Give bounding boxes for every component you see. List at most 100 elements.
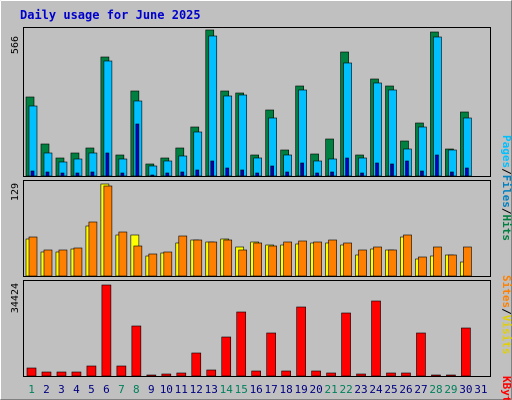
legend-hits: Hits (500, 215, 512, 242)
bar-sites-day-26 (403, 234, 412, 277)
bar-pages-day-27 (420, 170, 424, 177)
bar-kbytes-day-2 (41, 371, 52, 377)
bar-kbytes-day-16 (251, 370, 261, 377)
day-label-11: 11 (175, 383, 188, 396)
legend-separator-3: / (500, 308, 512, 315)
bar-kbytes-day-19 (296, 306, 306, 377)
bar-sites-day-16 (253, 242, 262, 277)
bar-sites-day-9 (148, 253, 158, 277)
bar-sites-day-14 (223, 239, 233, 277)
bar-sites-day-23 (358, 249, 367, 277)
max-label-visits: 129 (10, 183, 21, 201)
legend-separator-2: / (500, 208, 512, 215)
bar-pages-day-9 (150, 174, 155, 177)
day-label-10: 10 (160, 383, 173, 396)
bar-sites-day-13 (208, 241, 218, 277)
bar-kbytes-day-6 (101, 284, 112, 377)
bar-kbytes-day-27 (416, 332, 426, 377)
day-label-13: 13 (205, 383, 218, 396)
bar-pages-day-11 (180, 171, 185, 177)
bar-kbytes-day-29 (446, 374, 456, 377)
bar-sites-day-6 (103, 185, 113, 277)
day-label-28: 28 (429, 383, 442, 396)
day-label-18: 18 (280, 383, 293, 396)
day-label-9: 9 (148, 383, 155, 396)
bar-sites-day-18 (283, 241, 292, 277)
legend-pages: Pages (500, 135, 512, 168)
max-label-kbytes: 34424 (10, 283, 21, 313)
legend-visits: Visits (500, 315, 512, 355)
bar-files-day-1 (28, 105, 38, 177)
day-label-24: 24 (369, 383, 383, 396)
bar-pages-day-23 (360, 172, 364, 177)
bar-kbytes-day-7 (116, 365, 127, 377)
bar-files-day-12 (193, 131, 203, 177)
bar-pages-day-10 (165, 172, 170, 177)
legend-files: Files (500, 175, 512, 208)
chart-title: Daily usage for June 2025 (20, 8, 201, 22)
bar-kbytes-day-13 (206, 369, 217, 377)
bar-pages-day-18 (285, 171, 289, 177)
day-label-12: 12 (190, 383, 203, 396)
bar-kbytes-day-21 (326, 372, 336, 377)
bar-pages-day-28 (435, 154, 439, 177)
day-label-21: 21 (324, 383, 337, 396)
day-label-1: 1 (28, 383, 35, 396)
bar-sites-day-28 (433, 246, 442, 277)
bar-pages-day-14 (225, 167, 230, 177)
bar-files-day-14 (223, 95, 233, 177)
bar-pages-day-5 (90, 171, 95, 177)
bar-files-day-25 (388, 89, 397, 177)
day-label-27: 27 (414, 383, 427, 396)
bar-pages-day-6 (105, 152, 110, 177)
bar-files-day-30 (463, 117, 472, 177)
bar-kbytes-day-20 (311, 370, 321, 377)
day-label-17: 17 (265, 383, 278, 396)
panel-box-kbytes (23, 280, 491, 377)
day-label-20: 20 (309, 383, 322, 396)
day-label-8: 8 (133, 383, 140, 396)
bar-pages-day-21 (330, 171, 334, 177)
bar-pages-day-29 (450, 171, 454, 177)
bar-pages-day-17 (270, 165, 274, 177)
day-label-29: 29 (444, 383, 457, 396)
day-label-4: 4 (73, 383, 80, 396)
bar-sites-day-4 (73, 247, 83, 277)
bar-pages-day-20 (315, 172, 319, 177)
day-label-19: 19 (295, 383, 308, 396)
bar-pages-day-8 (135, 123, 140, 177)
bar-sites-day-22 (343, 242, 352, 277)
legend-sites: Sites (500, 275, 512, 308)
day-label-31: 31 (474, 383, 487, 396)
day-label-7: 7 (118, 383, 125, 396)
bar-sites-day-5 (88, 221, 98, 277)
day-label-22: 22 (339, 383, 352, 396)
bar-sites-day-2 (43, 249, 53, 277)
bar-kbytes-day-17 (266, 332, 276, 377)
bar-files-day-27 (418, 126, 427, 177)
day-label-15: 15 (235, 383, 248, 396)
bar-pages-day-12 (195, 169, 200, 177)
bar-kbytes-day-3 (56, 371, 67, 377)
bar-pages-day-19 (300, 162, 304, 177)
day-labels: 1 2 3 4 5 6 7 8 9 10 11 12 13 14 15 16 17 18 19 20 21 22 23 24 2… (28, 383, 487, 396)
bar-sites-day-21 (328, 239, 337, 277)
bar-pages-day-22 (345, 157, 349, 177)
bar-sites-day-25 (388, 249, 397, 277)
bar-sites-day-10 (163, 251, 173, 277)
bar-kbytes-day-4 (71, 371, 82, 377)
bar-files-day-9 (148, 165, 158, 177)
bar-sites-day-12 (193, 239, 203, 277)
bar-kbytes-day-1 (26, 367, 37, 377)
bar-pages-day-2 (45, 171, 50, 177)
bar-sites-day-30 (463, 246, 472, 277)
bar-pages-day-13 (210, 160, 215, 177)
day-label-5: 5 (88, 383, 95, 396)
bar-kbytes-day-26 (401, 372, 411, 377)
side-legend-kbytes: KBytes (500, 376, 512, 400)
chart-marks (25, 29, 472, 377)
bar-pages-day-4 (75, 172, 80, 177)
bar-kbytes-day-30 (461, 327, 471, 377)
